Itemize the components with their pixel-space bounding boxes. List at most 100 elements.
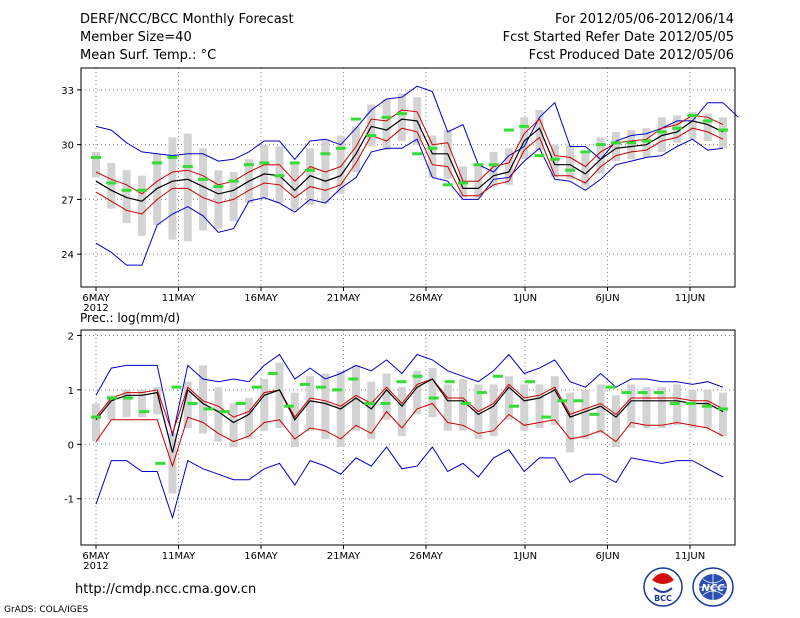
temp-observed-marker — [458, 181, 469, 185]
temp-ytick-label: 27 — [61, 195, 74, 206]
temp-box — [397, 93, 406, 141]
prec-observed-marker — [444, 380, 455, 384]
prec-box — [275, 362, 284, 428]
temp-box — [581, 153, 590, 187]
prec-box — [688, 389, 697, 428]
temp-box — [428, 135, 437, 178]
temp-box — [306, 148, 315, 205]
temp-observed-marker — [259, 161, 270, 165]
prec-series-spread-lower — [95, 402, 724, 468]
temp-box — [367, 104, 376, 147]
prec-box — [719, 392, 727, 437]
prec-box — [504, 376, 513, 420]
prec-series-max — [95, 353, 724, 437]
website-url[interactable]: http://cmdp.ncc.cma.gov.cn — [75, 582, 257, 597]
member-size: Member Size=40 — [80, 30, 192, 45]
temp-observed-marker — [503, 128, 514, 132]
temp-series-min — [95, 138, 724, 266]
prec-box — [489, 384, 498, 437]
prec-xtick-label: 26MAY — [409, 551, 443, 562]
prec-xtick-label: 1JUN — [513, 551, 537, 562]
temp-observed-marker — [228, 179, 239, 183]
prec-observed-marker — [380, 401, 391, 405]
temp-year-label: 2012 — [83, 303, 108, 314]
temp-box — [535, 109, 544, 151]
temp-box — [719, 117, 727, 149]
temp-box — [489, 151, 498, 187]
prec-observed-marker — [348, 377, 359, 381]
temp-box — [92, 151, 100, 178]
prec-observed-marker — [669, 401, 680, 405]
prec-box — [244, 398, 253, 439]
prec-observed-marker — [316, 385, 327, 389]
prec-observed-marker — [637, 391, 648, 395]
temp-observed-marker — [152, 161, 163, 165]
prec-box — [260, 378, 269, 431]
prec-observed-marker — [492, 374, 503, 378]
fcst-produced-date: Fcst Produced Date 2012/05/06 — [528, 48, 734, 63]
temp-observed-marker — [213, 185, 224, 189]
prec-box — [306, 376, 315, 431]
temp-box — [642, 128, 651, 158]
temp-observed-marker — [442, 183, 453, 187]
temp-box — [703, 113, 712, 141]
temp-observed-marker — [427, 146, 438, 150]
prec-box — [611, 395, 620, 448]
prec-box — [367, 381, 376, 439]
temp-box — [107, 162, 116, 209]
temp-observed-marker — [595, 143, 606, 147]
temp-observed-marker — [519, 124, 530, 128]
prec-series-min — [95, 446, 724, 520]
prec-box — [413, 370, 422, 415]
prec-box — [703, 389, 712, 428]
temp-xtick-label: 11JUN — [675, 293, 705, 304]
prec-ytick-label: 2 — [68, 331, 74, 342]
prec-observed-marker — [251, 385, 262, 389]
prec-observed-marker — [332, 388, 343, 392]
temp-observed-marker — [549, 157, 560, 161]
prec-box — [137, 389, 146, 418]
temp-ytick-label: 30 — [61, 141, 74, 152]
temp-box — [611, 131, 620, 162]
prec-box — [657, 387, 666, 428]
temp-observed-marker — [350, 117, 361, 121]
prec-box — [627, 384, 636, 428]
prec-box — [566, 392, 575, 453]
temp-observed-marker — [91, 155, 101, 159]
prec-box — [92, 403, 100, 442]
temp-observed-marker — [702, 119, 713, 123]
temp-observed-marker — [182, 165, 193, 169]
prec-box — [581, 389, 590, 439]
prec-box — [596, 384, 605, 434]
temp-observed-marker — [167, 155, 178, 159]
temp-xtick-label: 1JUN — [513, 293, 537, 304]
temp-observed-marker — [106, 181, 117, 185]
temp-xtick-label: 6MAY — [82, 293, 110, 304]
prec-observed-marker — [557, 399, 568, 403]
prec-observed-marker — [235, 401, 246, 405]
temp-observed-marker — [641, 139, 652, 143]
prec-observed-marker — [300, 382, 310, 386]
prec-box — [443, 384, 452, 431]
temp-box — [351, 126, 360, 173]
prec-observed-marker — [428, 396, 439, 400]
prec-observed-marker — [139, 410, 150, 414]
fcst-start-date: Fcst Started Refer Date 2012/05/05 — [502, 30, 734, 45]
temp-box — [229, 172, 238, 222]
temp-observed-marker — [121, 188, 132, 192]
prec-observed-marker — [219, 410, 230, 414]
temp-xtick-label: 6JUN — [595, 293, 619, 304]
prec-xtick-label: 6MAY — [82, 551, 110, 562]
prec-ytick-label: 0 — [68, 440, 74, 451]
temp-series-mean — [95, 118, 724, 202]
temp-observed-marker — [565, 168, 576, 172]
prec-observed-marker — [107, 396, 118, 400]
temp-xtick-label: 26MAY — [409, 293, 443, 304]
temp-box — [504, 148, 513, 185]
prec-observed-marker — [155, 461, 166, 465]
prec-title: Prec.: log(mm/d) — [80, 311, 180, 325]
temp-observed-marker — [243, 163, 254, 167]
prec-box — [382, 373, 391, 420]
prec-xtick-label: 21MAY — [327, 551, 361, 562]
